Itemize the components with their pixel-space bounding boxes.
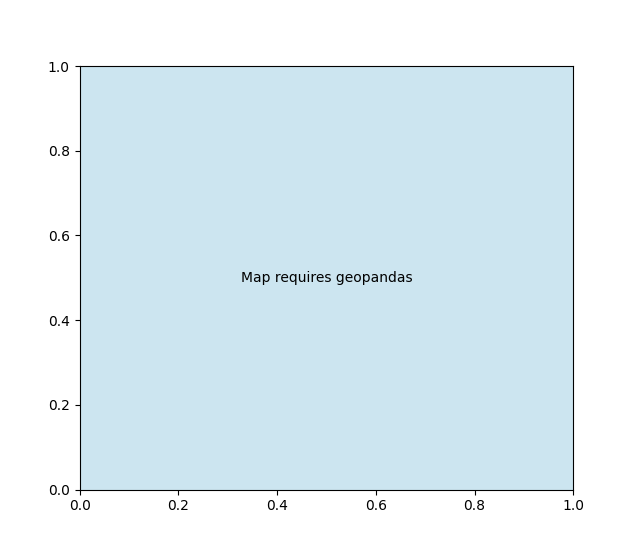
Text: Map requires geopandas: Map requires geopandas: [241, 271, 412, 285]
